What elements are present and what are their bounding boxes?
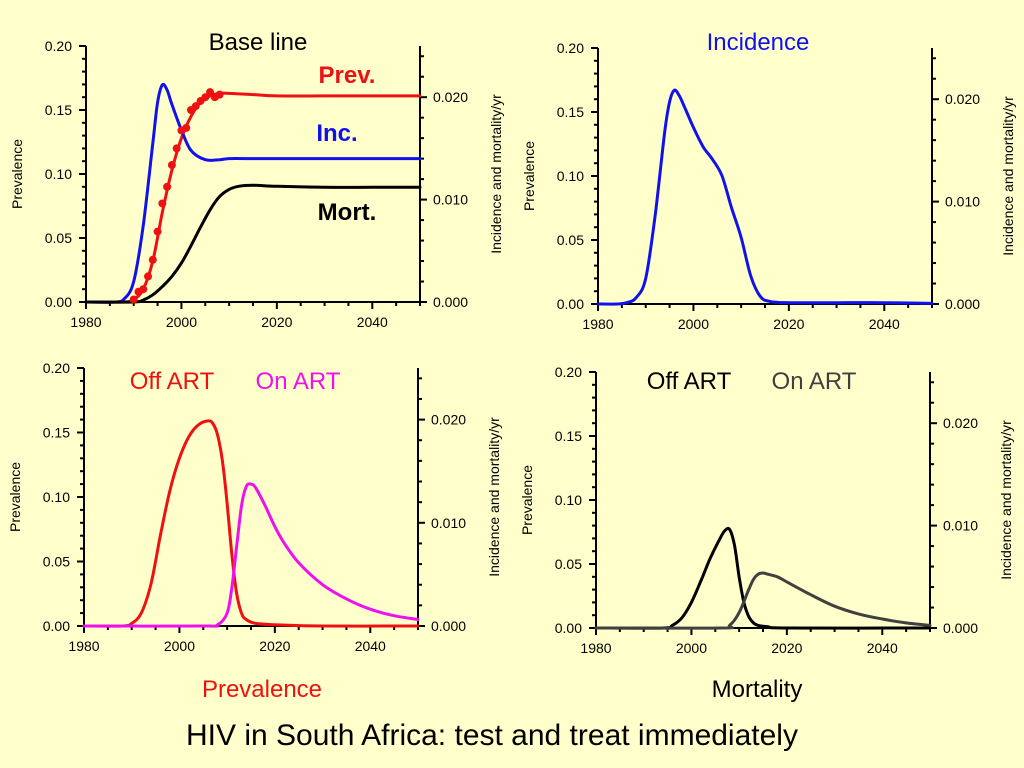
y2-tick-label: 0.020 [433,89,468,105]
data-point [215,90,224,99]
x-tick-label: 1980 [70,314,101,330]
y-tick-label: 0.20 [45,38,72,54]
series-line-mort [84,183,422,304]
y-tick-label: 0.00 [555,620,582,636]
data-point [148,255,157,264]
panel-prevalence-art: Prevalence 1980 2000 2020 2040 0.00 0.05 0.10 0… [7,360,502,703]
x-tick-label: 2000 [678,316,709,332]
y-tick-label: 0.10 [45,166,72,182]
y-axis-title: Prevalence [7,462,23,532]
legend-label: Off ART [647,368,732,395]
y-tick-label: 0.05 [43,554,70,570]
y2-tick-label: 0.020 [945,91,980,107]
x-tick-label: 1980 [68,638,99,654]
y2-axis-title: Incidence and mortality/yr [1000,96,1016,256]
y2-axis-title: Incidence and mortality/yr [488,94,504,254]
y-tick-label: 0.20 [557,40,584,56]
y2-tick-label: 0.000 [433,294,468,310]
series-line-on-art [82,482,420,628]
panel-title: Base line [209,29,308,56]
y-tick-label: 0.15 [45,102,72,118]
data-point [153,227,162,236]
data-point [139,285,148,294]
x-tick-label: 2040 [867,640,898,656]
y2-tick-label: 0.010 [943,518,978,534]
y2-tick-label: 0.010 [945,194,980,210]
y-axis-title: Prevalence [519,465,535,535]
y-axis-title: Prevalence [9,139,25,209]
data-point [191,102,200,111]
x-tick-label: 1980 [580,640,611,656]
y-tick-label: 0.00 [43,618,70,634]
y-tick-label: 0.15 [43,425,70,441]
panel-mortality-art: Mortality 1980 2000 2020 2040 0.00 0.05 0.10 0.… [519,364,1014,703]
figure-main-title: HIV in South Africa: test and treat imme… [186,719,798,752]
series-line-on-art [594,571,932,630]
legend-label: Inc. [316,120,357,147]
y2-axis-title: Incidence and mortality/yr [486,417,502,577]
data-point [144,272,153,281]
data-point [158,199,167,208]
y-tick-label: 0.00 [557,296,584,312]
legend-label: Prev. [319,62,376,89]
x-tick-label: 2020 [261,314,292,330]
y-tick-label: 0.10 [555,492,582,508]
y2-tick-label: 0.000 [431,618,466,634]
y-tick-label: 0.15 [557,104,584,120]
x-tick-label: 2000 [166,314,197,330]
data-point [167,161,176,170]
y-axis-title: Prevalence [521,141,537,211]
y2-tick-label: 0.000 [943,620,978,636]
series-line-off-art [594,526,932,630]
panel-incidence: Incidence 1980 2000 2020 2040 0.00 0.05 0.10 0.… [521,29,1016,332]
y-tick-label: 0.00 [45,294,72,310]
legend-label: On ART [772,368,857,395]
y-tick-label: 0.05 [555,556,582,572]
x-tick-label: 1980 [582,316,613,332]
legend-label: Mort. [318,199,377,226]
x-tick-label: 2020 [259,638,290,654]
legend-label: Off ART [130,368,215,395]
x-tick-label: 2000 [676,640,707,656]
data-point [172,144,181,153]
y-tick-label: 0.20 [43,360,70,376]
y2-tick-label: 0.020 [943,415,978,431]
y2-tick-label: 0.010 [433,192,468,208]
data-point [182,123,191,132]
panel-caption: Mortality [712,676,803,703]
x-tick-label: 2040 [869,316,900,332]
panel-caption: Prevalence [202,676,322,703]
data-point [163,182,172,191]
x-tick-label: 2040 [357,314,388,330]
y-tick-label: 0.05 [45,230,72,246]
y-tick-label: 0.05 [557,232,584,248]
series-line-off-art [82,419,420,628]
y2-tick-label: 0.000 [945,296,980,312]
legend-label: On ART [256,368,341,395]
y2-tick-label: 0.020 [431,412,466,428]
panel-title: Incidence [707,29,810,56]
y-tick-label: 0.10 [43,489,70,505]
x-tick-label: 2040 [355,638,386,654]
y-tick-label: 0.20 [555,364,582,380]
series-line-curve [596,88,934,306]
data-point [206,88,215,97]
series-line-inc [84,82,422,304]
data-point [129,295,138,304]
y-tick-label: 0.10 [557,168,584,184]
x-tick-label: 2020 [771,640,802,656]
y2-tick-label: 0.010 [431,515,466,531]
data-point [201,93,210,102]
x-tick-label: 2020 [773,316,804,332]
y2-axis-title: Incidence and mortality/yr [998,420,1014,580]
x-tick-label: 2000 [164,638,195,654]
panel-baseline: Base line 1980 2000 2020 2040 0.00 0.05 0.10 0.… [9,29,504,330]
y-tick-label: 0.15 [555,428,582,444]
